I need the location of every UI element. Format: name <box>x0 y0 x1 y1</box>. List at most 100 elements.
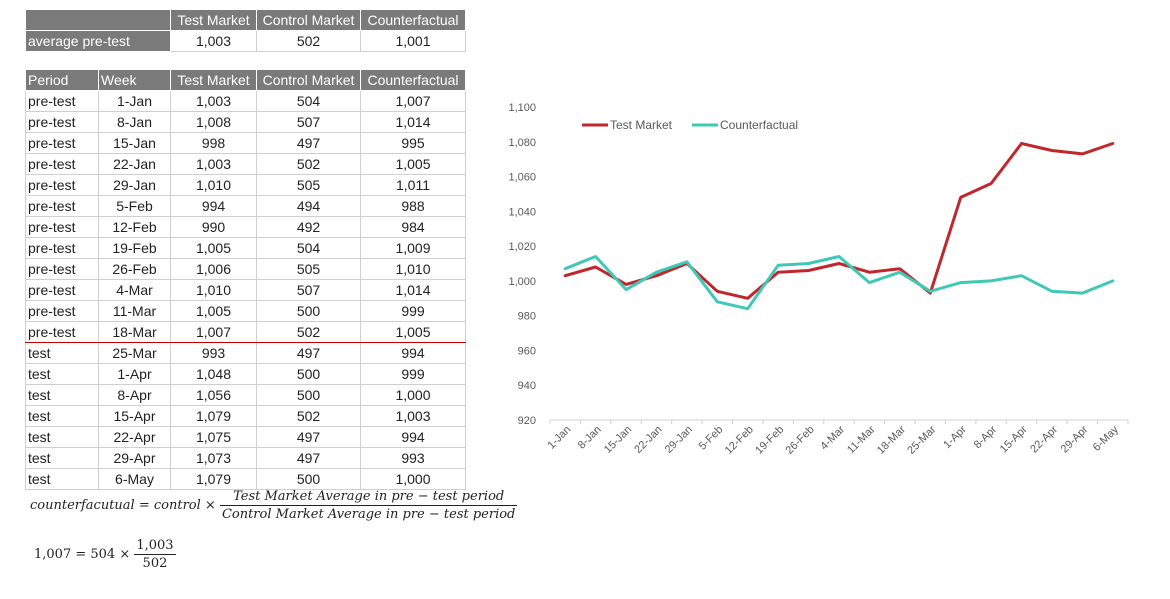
cell-control-market: 507 <box>256 111 361 133</box>
summary-control-value: 502 <box>256 30 361 52</box>
series-line-counterfactual <box>563 255 1115 311</box>
x-tick-label: 5-Feb <box>697 424 726 453</box>
cell-counterfactual: 1,009 <box>360 237 466 259</box>
formula-denominator: Control Market Average in pre − test per… <box>221 507 516 522</box>
cell-counterfactual: 994 <box>360 426 466 448</box>
cell-control-market: 500 <box>256 468 361 490</box>
cell-week: 6-May <box>98 468 171 490</box>
cell-period: pre-test <box>25 132 99 154</box>
x-tick-label: 22-Jan <box>632 424 664 456</box>
formula-numerator: Test Market Average in pre − test period <box>219 489 518 506</box>
cell-counterfactual: 1,000 <box>360 468 466 490</box>
summary-row: average pre-test 1,003 502 1,001 <box>25 30 466 52</box>
legend-label-test-market: Test Market <box>610 118 673 132</box>
cell-period: pre-test <box>25 111 99 133</box>
y-tick-label: 1,000 <box>508 276 536 288</box>
example-numerator: 1,003 <box>134 538 176 555</box>
cell-period: test <box>25 405 99 427</box>
summary-row-label: average pre-test <box>25 30 171 52</box>
cell-control-market: 507 <box>256 279 361 301</box>
cell-control-market: 497 <box>256 342 361 364</box>
cell-counterfactual: 999 <box>360 300 466 322</box>
weekly-data-table: Period Week Test Market Control Market C… <box>25 69 466 490</box>
example-denominator: 502 <box>142 556 168 571</box>
cell-period: pre-test <box>25 153 99 175</box>
table-row: pre-test 26-Feb 1,006 505 1,010 <box>25 258 466 280</box>
cell-control-market: 502 <box>256 321 361 343</box>
table-row: test 25-Mar 993 497 994 <box>25 342 466 364</box>
cell-counterfactual: 994 <box>360 342 466 364</box>
cell-period: pre-test <box>25 216 99 238</box>
y-tick-label: 940 <box>518 380 536 392</box>
y-tick-label: 1,040 <box>508 206 536 218</box>
cell-week: 22-Apr <box>98 426 171 448</box>
x-tick-label: 8-Apr <box>972 423 1000 451</box>
summary-header-counterfactual: Counterfactual <box>360 9 466 31</box>
cell-counterfactual: 1,005 <box>360 321 466 343</box>
table-row: pre-test 1-Jan 1,003 504 1,007 <box>25 90 466 112</box>
x-tick-label: 15-Apr <box>998 423 1030 455</box>
cell-week: 5-Feb <box>98 195 171 217</box>
cell-control-market: 494 <box>256 195 361 217</box>
table-row: test 29-Apr 1,073 497 993 <box>25 447 466 469</box>
summary-counterfactual-value: 1,001 <box>360 30 466 52</box>
cell-control-market: 505 <box>256 174 361 196</box>
x-tick-label: 18-Mar <box>875 423 908 456</box>
cell-counterfactual: 1,010 <box>360 258 466 280</box>
cell-counterfactual: 1,005 <box>360 153 466 175</box>
cell-counterfactual: 1,007 <box>360 90 466 112</box>
cell-week: 4-Mar <box>98 279 171 301</box>
table-row: pre-test 11-Mar 1,005 500 999 <box>25 300 466 322</box>
cell-week: 11-Mar <box>98 300 171 322</box>
cell-test-market: 993 <box>170 342 257 364</box>
cell-test-market: 1,079 <box>170 405 257 427</box>
cell-week: 22-Jan <box>98 153 171 175</box>
cell-period: pre-test <box>25 195 99 217</box>
x-tick-label: 22-Apr <box>1028 423 1060 455</box>
header-counterfactual: Counterfactual <box>360 69 466 91</box>
cell-period: pre-test <box>25 258 99 280</box>
cell-control-market: 492 <box>256 216 361 238</box>
header-control-market: Control Market <box>256 69 361 91</box>
y-tick-label: 1,100 <box>508 102 536 114</box>
cell-week: 1-Apr <box>98 363 171 385</box>
cell-counterfactual: 1,000 <box>360 384 466 406</box>
summary-header-row: Test Market Control Market Counterfactua… <box>25 9 466 31</box>
y-tick-label: 1,020 <box>508 241 536 253</box>
table-body: pre-test 1-Jan 1,003 504 1,007 pre-test 8-Jan 1… <box>25 90 466 490</box>
x-tick-label: 8-Jan <box>576 424 604 452</box>
cell-test-market: 1,003 <box>170 90 257 112</box>
cell-period: test <box>25 384 99 406</box>
cell-counterfactual: 1,014 <box>360 111 466 133</box>
cell-week: 8-Apr <box>98 384 171 406</box>
cell-counterfactual: 1,014 <box>360 279 466 301</box>
y-tick-label: 1,060 <box>508 172 536 184</box>
cell-counterfactual: 1,003 <box>360 405 466 427</box>
cell-test-market: 1,003 <box>170 153 257 175</box>
table-row: pre-test 19-Feb 1,005 504 1,009 <box>25 237 466 259</box>
cell-week: 8-Jan <box>98 111 171 133</box>
table-row: test 15-Apr 1,079 502 1,003 <box>25 405 466 427</box>
header-period: Period <box>25 69 99 91</box>
x-tick-label: 1-Apr <box>941 423 969 451</box>
x-tick-label: 19-Feb <box>753 424 786 457</box>
cell-period: pre-test <box>25 90 99 112</box>
cell-control-market: 500 <box>256 363 361 385</box>
cell-test-market: 1,005 <box>170 237 257 259</box>
cell-control-market: 497 <box>256 447 361 469</box>
y-tick-label: 920 <box>518 415 536 427</box>
series-line-test-market <box>563 142 1115 300</box>
table-row: test 1-Apr 1,048 500 999 <box>25 363 466 385</box>
example-lhs: 1,007 = 504 × <box>34 547 131 562</box>
cell-period: test <box>25 447 99 469</box>
table-row: test 6-May 1,079 500 1,000 <box>25 468 466 490</box>
table-row: test 22-Apr 1,075 497 994 <box>25 426 466 448</box>
cell-control-market: 504 <box>256 90 361 112</box>
cell-counterfactual: 1,011 <box>360 174 466 196</box>
cell-week: 19-Feb <box>98 237 171 259</box>
line-chart: 920 940 960 980 1,000 1,020 1,040 1,060 1,080 1,1… <box>508 102 1129 457</box>
cell-period: test <box>25 468 99 490</box>
summary-table: Test Market Control Market Counterfactua… <box>25 9 466 52</box>
cell-test-market: 1,075 <box>170 426 257 448</box>
cell-counterfactual: 993 <box>360 447 466 469</box>
